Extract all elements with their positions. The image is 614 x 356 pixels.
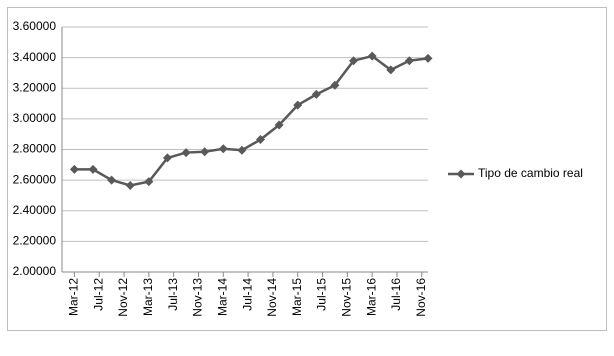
x-tick-label: Jul-15 [315,278,329,311]
x-tick-label: Nov-13 [191,278,205,317]
x-tick-label: Jul-12 [91,278,105,311]
legend-marker [456,169,466,179]
y-tick-label: 3.40000 [13,50,57,64]
x-tick-label: Nov-16 [414,278,428,317]
point [404,56,414,66]
point [349,56,359,66]
x-tick-label: Mar-13 [141,278,155,316]
x-tick-label: Jul-14 [240,278,254,311]
point [274,120,284,130]
point [200,147,210,157]
legend-label: Tipo de cambio real [478,166,583,180]
y-tick-label: 2.60000 [13,172,57,186]
point [144,177,154,187]
y-tick-label: 3.00000 [13,111,57,125]
point [237,145,247,155]
x-tick-label: Nov-15 [340,278,354,317]
x-tick-label: Mar-12 [67,278,81,316]
chart-frame [7,7,607,331]
y-tick-label: 2.20000 [13,234,57,248]
y-tick-label: 2.00000 [13,264,57,278]
point [330,80,340,90]
x-tick-label: Mar-15 [290,278,304,316]
point [256,135,266,145]
point [88,164,98,174]
point [423,53,433,63]
x-tick-label: Mar-14 [215,278,229,316]
point [386,65,396,75]
x-tick-label: Mar-16 [364,278,378,316]
point [311,89,321,99]
point [367,51,377,61]
point [218,144,228,154]
y-tick-label: 2.80000 [13,142,57,156]
point [181,148,191,158]
x-tick-label: Jul-16 [389,278,403,311]
x-tick-label: Nov-14 [265,278,279,317]
point [162,153,172,163]
x-tick-label: Nov-12 [116,278,130,317]
point [125,180,135,190]
point [69,164,79,174]
point [293,100,303,110]
point [107,175,117,185]
y-tick-label: 3.60000 [13,19,57,33]
x-tick-label: Jul-13 [166,278,180,311]
y-tick-label: 3.20000 [13,80,57,94]
y-tick-label: 2.40000 [13,203,57,217]
